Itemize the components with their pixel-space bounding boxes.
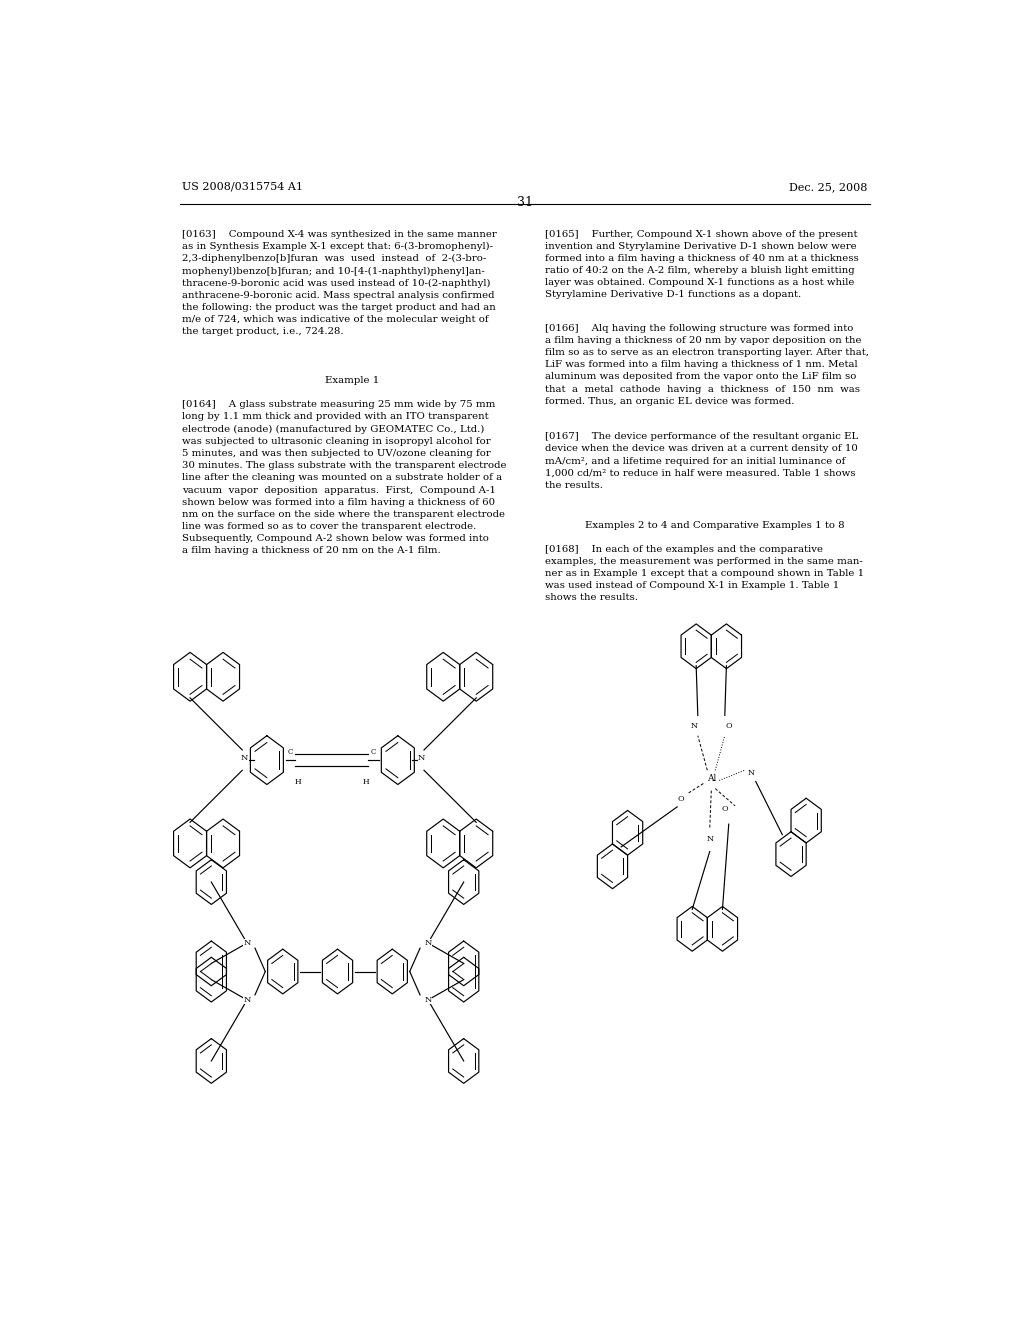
Text: [0163]    Compound X-4 was synthesized in the same manner
as in Synthesis Exampl: [0163] Compound X-4 was synthesized in t… [182, 230, 497, 337]
Text: [0165]    Further, Compound X-1 shown above of the present
invention and Styryla: [0165] Further, Compound X-1 shown above… [545, 230, 858, 300]
Text: N: N [707, 836, 713, 843]
Text: N: N [244, 997, 251, 1005]
Text: O: O [725, 722, 732, 730]
Text: N: N [690, 722, 697, 730]
Text: Dec. 25, 2008: Dec. 25, 2008 [790, 182, 867, 191]
Text: C: C [288, 748, 293, 756]
Text: O: O [722, 805, 728, 813]
Text: H: H [295, 779, 301, 787]
Text: Example 1: Example 1 [326, 376, 380, 385]
Text: Examples 2 to 4 and Comparative Examples 1 to 8: Examples 2 to 4 and Comparative Examples… [586, 520, 845, 529]
Text: [0168]    In each of the examples and the comparative
examples, the measurement : [0168] In each of the examples and the c… [545, 545, 864, 602]
Text: [0166]    Alq having the following structure was formed into
a film having a thi: [0166] Alq having the following structur… [545, 323, 868, 405]
Text: N: N [418, 754, 425, 762]
Text: C: C [371, 748, 376, 756]
Text: H: H [362, 779, 370, 787]
Text: [0164]    A glass substrate measuring 25 mm wide by 75 mm
long by 1.1 mm thick a: [0164] A glass substrate measuring 25 mm… [182, 400, 507, 556]
Text: N: N [424, 939, 432, 946]
Text: US 2008/0315754 A1: US 2008/0315754 A1 [182, 182, 303, 191]
Text: N: N [424, 997, 432, 1005]
Text: N: N [241, 754, 249, 762]
Text: Al: Al [707, 774, 716, 783]
Text: [0167]    The device performance of the resultant organic EL
device when the dev: [0167] The device performance of the res… [545, 432, 858, 490]
Text: N: N [748, 770, 755, 777]
Text: N: N [244, 939, 251, 946]
Text: 31: 31 [517, 195, 532, 209]
Text: O: O [678, 795, 684, 803]
